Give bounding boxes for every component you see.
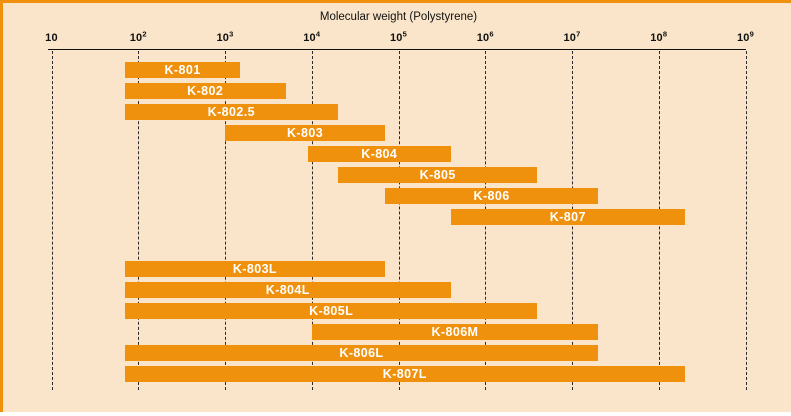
bar-label: K-803L	[232, 262, 277, 276]
bar-label: K-805	[419, 168, 456, 182]
x-tick-label: 10	[45, 32, 58, 44]
range-bar-k-807l: K-807L	[124, 366, 685, 382]
bar-label: K-806M	[431, 325, 479, 339]
range-bar-k-803: K-803	[225, 125, 386, 141]
range-bar-k-805l: K-805L	[124, 303, 538, 319]
bar-label: K-806L	[339, 346, 384, 360]
x-tick-label: 105	[389, 29, 407, 44]
x-tick-label: 109	[736, 29, 754, 44]
range-bar-k-806m: K-806M	[311, 324, 599, 340]
x-axis-line	[48, 49, 746, 50]
bar-label: K-806	[473, 189, 510, 203]
top-border	[0, 0, 791, 3]
bar-label: K-802.5	[207, 105, 255, 119]
bar-label: K-802	[187, 84, 224, 98]
range-bar-k-806: K-806	[385, 188, 599, 204]
range-bar-k-805: K-805	[337, 167, 538, 183]
bar-label: K-803	[287, 126, 324, 140]
decade-gridline	[225, 51, 226, 390]
bar-label: K-807	[549, 210, 586, 224]
decade-gridline	[745, 51, 747, 390]
range-bar-k-802: K-802	[124, 83, 286, 99]
range-bar-k-804: K-804	[307, 146, 451, 162]
range-bar-k-807: K-807	[450, 209, 685, 225]
bar-label: K-804L	[265, 283, 310, 297]
x-tick-label: 107	[563, 29, 581, 44]
range-bar-k-801: K-801	[124, 62, 241, 78]
bar-label: K-804	[361, 147, 398, 161]
x-tick-label: 106	[476, 29, 494, 44]
bar-label: K-807L	[382, 367, 427, 381]
decade-gridline	[138, 51, 140, 390]
range-bar-k-804l: K-804L	[124, 282, 451, 298]
decade-gridline	[51, 51, 53, 390]
bar-label: K-801	[164, 63, 201, 77]
range-bar-k-802.5: K-802.5	[124, 104, 338, 120]
range-bar-k-806l: K-806L	[124, 345, 599, 361]
x-tick-label: 103	[216, 29, 234, 44]
left-border	[0, 0, 3, 412]
bottom-strip	[0, 412, 791, 416]
x-tick-label: 108	[650, 29, 668, 44]
bar-label: K-805L	[309, 304, 354, 318]
x-tick-label: 104	[303, 29, 321, 44]
chart-title: Molecular weight (Polystyrene)	[319, 11, 478, 23]
range-bar-k-803l: K-803L	[124, 261, 386, 277]
decade-gridline	[311, 51, 313, 390]
x-tick-label: 102	[129, 29, 147, 44]
decade-gridline	[398, 51, 400, 390]
